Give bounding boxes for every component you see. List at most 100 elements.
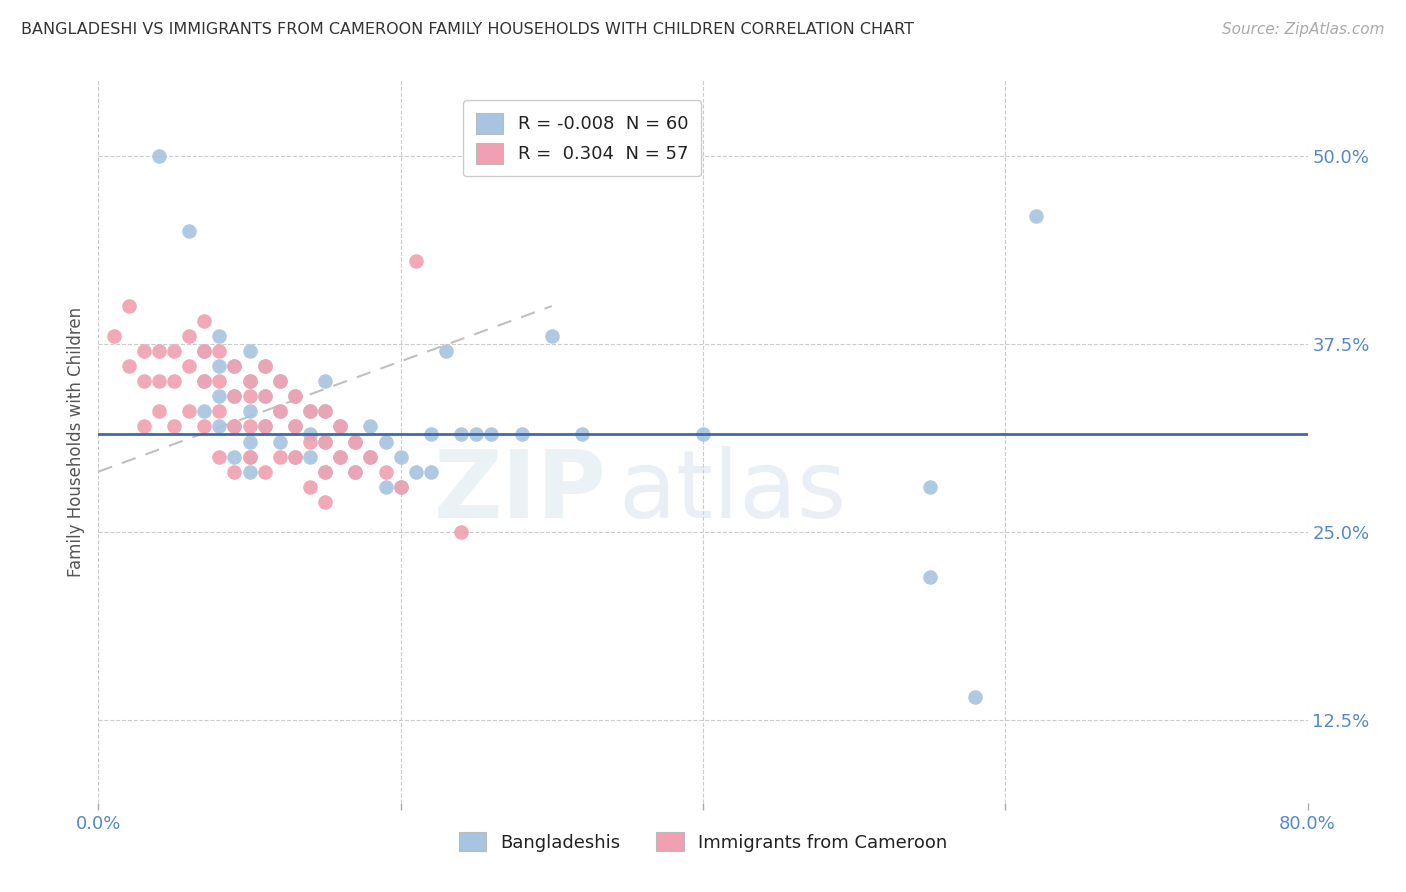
Point: [284, 450, 307, 464]
Text: ZIP: ZIP: [433, 446, 606, 538]
Point: [284, 450, 307, 464]
Point: [540, 329, 562, 343]
Point: [314, 434, 336, 449]
Point: [374, 465, 396, 479]
Point: [918, 570, 941, 584]
Point: [239, 419, 262, 434]
Point: [208, 344, 231, 359]
Point: [344, 465, 367, 479]
Point: [224, 389, 246, 403]
Point: [118, 359, 141, 374]
Point: [253, 389, 276, 403]
Point: [224, 359, 246, 374]
Point: [314, 404, 336, 418]
Point: [224, 359, 246, 374]
Point: [239, 450, 262, 464]
Point: [360, 419, 382, 434]
Point: [374, 480, 396, 494]
Point: [510, 427, 533, 442]
Point: [193, 419, 215, 434]
Point: [299, 480, 322, 494]
Point: [571, 427, 593, 442]
Point: [179, 329, 201, 343]
Point: [253, 419, 276, 434]
Point: [239, 389, 262, 403]
Point: [692, 427, 714, 442]
Point: [224, 450, 246, 464]
Point: [208, 375, 231, 389]
Point: [253, 465, 276, 479]
Point: [405, 254, 427, 268]
Point: [405, 465, 427, 479]
Point: [299, 434, 322, 449]
Point: [420, 465, 443, 479]
Point: [374, 434, 396, 449]
Point: [269, 375, 291, 389]
Point: [208, 450, 231, 464]
Point: [344, 434, 367, 449]
Point: [132, 375, 155, 389]
Text: atlas: atlas: [619, 446, 846, 538]
Point: [193, 375, 215, 389]
Point: [481, 427, 503, 442]
Point: [253, 359, 276, 374]
Text: BANGLADESHI VS IMMIGRANTS FROM CAMEROON FAMILY HOUSEHOLDS WITH CHILDREN CORRELAT: BANGLADESHI VS IMMIGRANTS FROM CAMEROON …: [21, 22, 914, 37]
Point: [465, 427, 488, 442]
Point: [360, 450, 382, 464]
Point: [193, 375, 215, 389]
Point: [239, 375, 262, 389]
Point: [360, 450, 382, 464]
Point: [344, 434, 367, 449]
Point: [284, 419, 307, 434]
Point: [329, 450, 352, 464]
Point: [329, 419, 352, 434]
Point: [163, 344, 186, 359]
Point: [239, 450, 262, 464]
Point: [284, 389, 307, 403]
Point: [179, 359, 201, 374]
Point: [253, 419, 276, 434]
Point: [389, 450, 412, 464]
Point: [103, 329, 125, 343]
Point: [1024, 209, 1046, 223]
Point: [299, 404, 322, 418]
Point: [299, 427, 322, 442]
Point: [269, 434, 291, 449]
Text: Source: ZipAtlas.com: Source: ZipAtlas.com: [1222, 22, 1385, 37]
Point: [450, 524, 472, 539]
Point: [208, 404, 231, 418]
Point: [284, 419, 307, 434]
Point: [389, 480, 412, 494]
Point: [179, 224, 201, 238]
Point: [314, 404, 336, 418]
Point: [239, 404, 262, 418]
Point: [163, 375, 186, 389]
Point: [299, 404, 322, 418]
Point: [284, 389, 307, 403]
Point: [344, 465, 367, 479]
Point: [434, 344, 457, 359]
Point: [163, 419, 186, 434]
Point: [193, 404, 215, 418]
Point: [224, 419, 246, 434]
Point: [224, 419, 246, 434]
Point: [420, 427, 443, 442]
Point: [148, 404, 170, 418]
Point: [299, 450, 322, 464]
Point: [193, 344, 215, 359]
Point: [193, 314, 215, 328]
Point: [253, 389, 276, 403]
Legend: Bangladeshis, Immigrants from Cameroon: Bangladeshis, Immigrants from Cameroon: [451, 825, 955, 859]
Point: [314, 434, 336, 449]
Point: [450, 427, 472, 442]
Point: [224, 465, 246, 479]
Point: [179, 404, 201, 418]
Point: [239, 375, 262, 389]
Point: [193, 344, 215, 359]
Point: [132, 344, 155, 359]
Point: [208, 389, 231, 403]
Y-axis label: Family Households with Children: Family Households with Children: [66, 307, 84, 576]
Point: [269, 450, 291, 464]
Point: [224, 389, 246, 403]
Point: [148, 375, 170, 389]
